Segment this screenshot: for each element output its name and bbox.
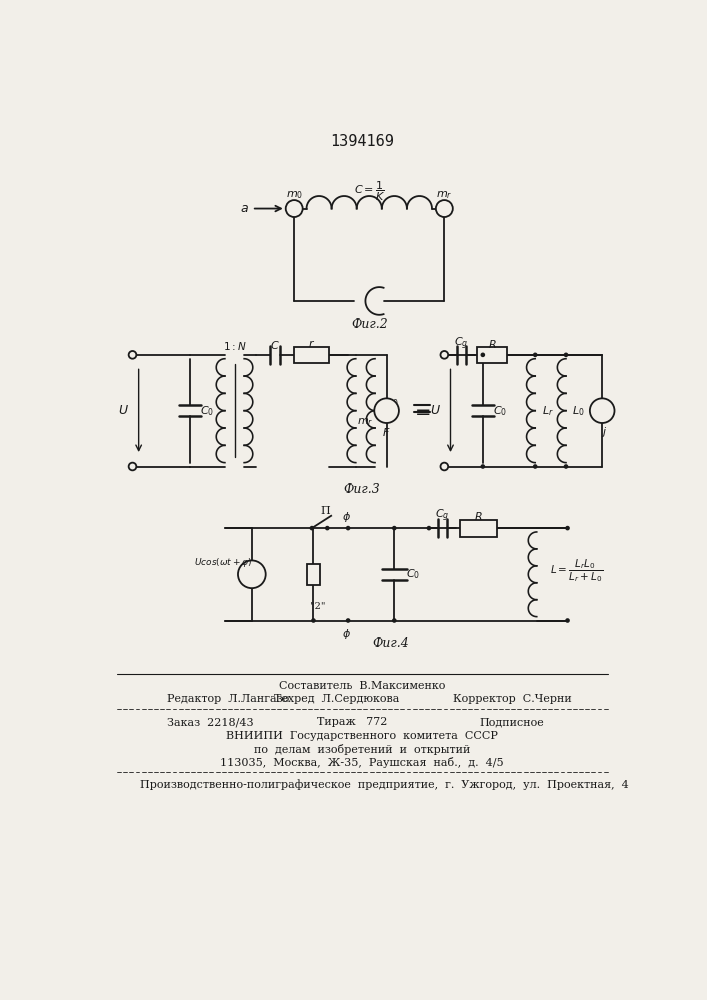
- Circle shape: [374, 398, 399, 423]
- Text: $U$: $U$: [430, 404, 440, 417]
- Circle shape: [565, 618, 570, 623]
- Text: П: П: [321, 506, 331, 516]
- Text: $C = \dfrac{1}{K}$: $C = \dfrac{1}{K}$: [354, 180, 385, 203]
- Circle shape: [533, 464, 537, 469]
- Circle shape: [311, 618, 316, 623]
- Circle shape: [440, 463, 448, 470]
- Text: $m_r$: $m_r$: [357, 416, 373, 428]
- Bar: [460, 520, 497, 537]
- Circle shape: [426, 526, 431, 530]
- Text: $F$: $F$: [382, 426, 391, 438]
- Text: Составитель  В.Максименко: Составитель В.Максименко: [279, 681, 445, 691]
- Circle shape: [563, 464, 568, 469]
- Text: ВНИИПИ  Государственного  комитета  СССР: ВНИИПИ Государственного комитета СССР: [226, 731, 498, 741]
- Text: $C$: $C$: [270, 339, 280, 351]
- Text: $Ucos(\omega t+\varphi)$: $Ucos(\omega t+\varphi)$: [194, 556, 252, 569]
- Text: $L = \dfrac{L_r L_0}{L_r+L_0}$: $L = \dfrac{L_r L_0}{L_r+L_0}$: [550, 557, 603, 584]
- Bar: [294, 347, 329, 363]
- Circle shape: [481, 353, 485, 357]
- Text: Корректор  С.Черни: Корректор С.Черни: [452, 694, 571, 704]
- Text: $C_0$: $C_0$: [200, 404, 214, 418]
- Text: Фиг.3: Фиг.3: [344, 483, 380, 496]
- Text: $m_0$: $m_0$: [286, 189, 303, 201]
- Text: $\phi$: $\phi$: [342, 510, 351, 524]
- Text: "2": "2": [310, 602, 325, 611]
- Text: Заказ  2218/43: Заказ 2218/43: [167, 717, 254, 727]
- Text: $R$: $R$: [474, 510, 483, 522]
- Circle shape: [440, 351, 448, 359]
- Text: по  делам  изобретений  и  открытий: по делам изобретений и открытий: [254, 744, 470, 755]
- Text: 1394169: 1394169: [330, 134, 394, 149]
- Text: $C_g$: $C_g$: [454, 336, 469, 352]
- Text: $1:N$: $1:N$: [223, 340, 246, 352]
- Text: Подписное: Подписное: [480, 717, 544, 727]
- Circle shape: [286, 200, 303, 217]
- Text: Техред  Л.Сердюкова: Техред Л.Сердюкова: [274, 694, 399, 704]
- Circle shape: [346, 526, 351, 530]
- Circle shape: [481, 464, 485, 469]
- Text: $a$: $a$: [240, 202, 249, 215]
- Text: Производственно-полиграфическое  предприятие,  г.  Ужгород,  ул.  Проектная,  4: Производственно-полиграфическое предприя…: [140, 779, 629, 790]
- Text: Фиг.2: Фиг.2: [351, 318, 388, 331]
- Text: $U$: $U$: [118, 404, 129, 417]
- Text: $R$: $R$: [488, 338, 496, 350]
- Text: Фиг.4: Фиг.4: [372, 637, 409, 650]
- Bar: [477, 347, 507, 363]
- Circle shape: [129, 351, 136, 359]
- Bar: [308, 564, 320, 585]
- Circle shape: [129, 463, 136, 470]
- Text: $\phi$: $\phi$: [342, 627, 351, 641]
- Circle shape: [310, 526, 314, 530]
- Circle shape: [346, 618, 351, 623]
- Text: 113035,  Москва,  Ж-35,  Раушская  наб.,  д.  4/5: 113035, Москва, Ж-35, Раушская наб., д. …: [220, 757, 504, 768]
- Text: $m_r$: $m_r$: [436, 189, 452, 201]
- Text: Тираж   772: Тираж 772: [317, 717, 387, 727]
- Circle shape: [238, 560, 266, 588]
- Text: $C_0$: $C_0$: [493, 404, 507, 418]
- Text: $j$: $j$: [602, 425, 608, 439]
- Text: $C_0$: $C_0$: [407, 567, 421, 581]
- Text: $=$: $=$: [411, 402, 431, 420]
- Circle shape: [325, 526, 329, 530]
- Circle shape: [533, 353, 537, 357]
- Text: Редактор  Л.Лангазо: Редактор Л.Лангазо: [167, 694, 289, 704]
- Circle shape: [563, 353, 568, 357]
- Circle shape: [590, 398, 614, 423]
- Circle shape: [392, 618, 397, 623]
- Circle shape: [436, 200, 452, 217]
- Circle shape: [392, 526, 397, 530]
- Text: $m_0$: $m_0$: [382, 397, 399, 409]
- Circle shape: [565, 526, 570, 530]
- Text: $C_g$: $C_g$: [436, 508, 450, 524]
- Text: $r$: $r$: [308, 338, 315, 349]
- Text: $L_r$: $L_r$: [542, 404, 554, 418]
- Text: $L_0$: $L_0$: [572, 404, 585, 418]
